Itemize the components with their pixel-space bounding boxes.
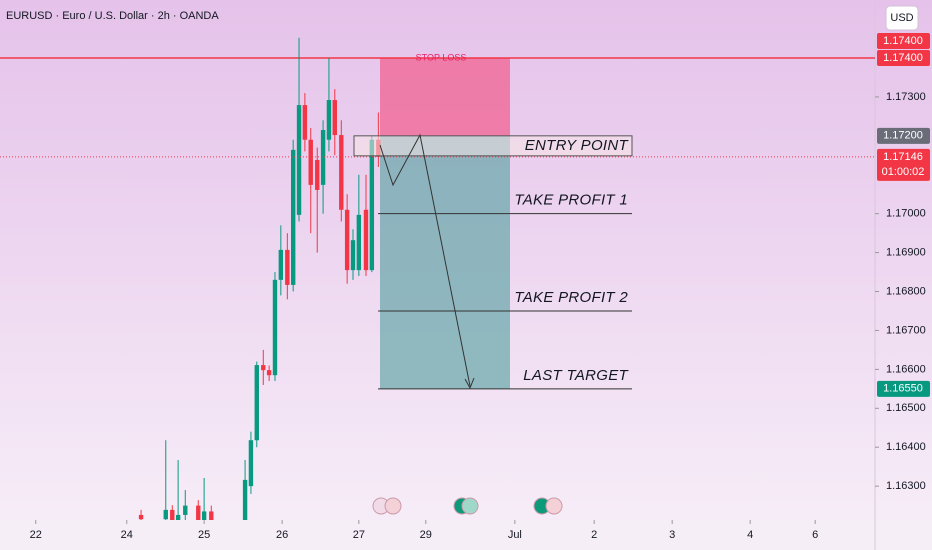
y-tick-label: 1.16500 bbox=[886, 402, 926, 414]
candle-body bbox=[308, 139, 313, 185]
currency-button[interactable] bbox=[885, 5, 919, 31]
price-label: 1.17400 bbox=[883, 35, 923, 47]
y-tick-label: 1.17300 bbox=[886, 91, 926, 103]
time-axis bbox=[0, 520, 932, 550]
candle-body bbox=[356, 214, 362, 271]
candle-body bbox=[350, 240, 356, 271]
candle-body bbox=[285, 249, 290, 285]
currency[interactable]: USD bbox=[890, 12, 913, 24]
candle-body bbox=[261, 365, 266, 371]
current-price-label: 1.17146 bbox=[883, 151, 923, 163]
x-tick-label: 22 bbox=[30, 529, 42, 541]
candle-body bbox=[326, 100, 332, 140]
candle-body bbox=[290, 149, 296, 285]
stop-loss-label: STOP LOSS bbox=[416, 52, 467, 62]
candle-body bbox=[196, 505, 201, 520]
y-tick-label: 1.16300 bbox=[886, 480, 926, 492]
candle-body bbox=[183, 505, 188, 515]
current-price-box bbox=[877, 148, 930, 181]
price-label-box bbox=[877, 127, 930, 144]
candle-body bbox=[201, 511, 207, 520]
y-tick-label: 1.16600 bbox=[886, 363, 926, 375]
candle-body bbox=[278, 249, 284, 280]
candle-body bbox=[272, 279, 278, 376]
candle-body bbox=[175, 514, 181, 520]
plot bbox=[0, 37, 875, 520]
y-tick-label: 1.17000 bbox=[886, 208, 926, 220]
candle-body bbox=[320, 130, 326, 185]
x-tick-label: 24 bbox=[121, 529, 133, 541]
candle-body bbox=[339, 135, 344, 210]
projection-arrow bbox=[379, 133, 471, 387]
x-tick-label: 27 bbox=[353, 529, 365, 541]
y-tick-label: 1.16700 bbox=[886, 324, 926, 336]
candle-body bbox=[163, 509, 168, 520]
entry-label: ENTRY POINT bbox=[525, 137, 630, 154]
x-tick-label: 2 bbox=[591, 529, 597, 541]
y-tick-label: 1.16400 bbox=[886, 441, 926, 453]
candle-body bbox=[254, 365, 259, 441]
candle-body bbox=[296, 105, 302, 215]
candle-body bbox=[242, 479, 248, 520]
candle-body bbox=[344, 209, 350, 271]
candle-body bbox=[332, 100, 337, 136]
stop-loss-zone bbox=[380, 57, 510, 136]
candle-body bbox=[248, 440, 254, 487]
candle-body bbox=[315, 159, 320, 190]
candle-body bbox=[138, 514, 144, 520]
candle-body bbox=[369, 139, 375, 271]
x-tick-label: 26 bbox=[276, 529, 288, 541]
arrow-head bbox=[464, 377, 475, 390]
candle-body bbox=[302, 105, 308, 140]
y-tick-label: 1.16900 bbox=[886, 247, 926, 259]
x-tick-label: 4 bbox=[747, 529, 753, 541]
level-label: LAST TARGET bbox=[523, 367, 629, 384]
candle-body bbox=[266, 370, 272, 376]
price-label-box bbox=[877, 32, 930, 49]
event-icons bbox=[372, 497, 563, 515]
candle-body bbox=[363, 209, 369, 271]
x-tick-label: 6 bbox=[812, 529, 818, 541]
price-label-box bbox=[877, 49, 930, 66]
chart-title: EURUSD · Euro / U.S. Dollar · 2h · OANDA bbox=[6, 10, 219, 22]
price-label: 1.17400 bbox=[883, 52, 923, 64]
x-tick-label: 29 bbox=[420, 529, 432, 541]
candle-body bbox=[170, 509, 175, 520]
x-tick-label: 3 bbox=[669, 529, 675, 541]
candle-body bbox=[209, 511, 214, 520]
level-label: TAKE PROFIT 2 bbox=[514, 289, 628, 306]
x-tick-label: 25 bbox=[198, 529, 210, 541]
price-label: 1.16550 bbox=[883, 383, 923, 395]
countdown: 01:00:02 bbox=[882, 166, 925, 178]
price-label: 1.17200 bbox=[883, 130, 923, 142]
level-label: TAKE PROFIT 1 bbox=[514, 192, 628, 209]
y-tick-label: 1.16800 bbox=[886, 285, 926, 297]
price-label-box bbox=[877, 380, 930, 397]
x-tick-label: Jul bbox=[508, 529, 522, 541]
